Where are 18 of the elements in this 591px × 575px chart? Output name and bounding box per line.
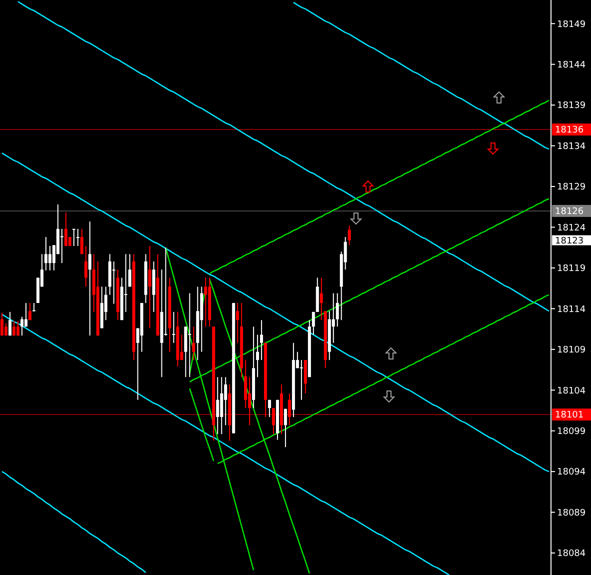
y-tick-label: 18124	[557, 223, 586, 234]
y-tick-label: 18134	[557, 142, 586, 152]
y-tick-label: 18114	[557, 304, 586, 315]
ref-line-label: 18101	[555, 410, 584, 421]
y-tick-label: 18099	[557, 426, 586, 437]
y-tick-label: 18094	[557, 468, 586, 478]
y-tick-label: 18089	[557, 508, 586, 518]
y-tick-label: 18149	[557, 20, 586, 30]
y-tick-label: 18109	[557, 346, 586, 356]
y-tick-label: 18119	[557, 264, 586, 274]
ref-line-label: 18126	[555, 207, 584, 218]
text: 18123	[555, 236, 584, 246]
ref-line-label: 18136	[555, 126, 584, 136]
y-tick-label: 18084	[557, 549, 586, 560]
y-tick-label: 18139	[557, 101, 586, 112]
y-tick-label: 18104	[557, 386, 586, 396]
y-tick-label: 18129	[557, 182, 586, 193]
y-tick-label: 18144	[557, 60, 586, 70]
